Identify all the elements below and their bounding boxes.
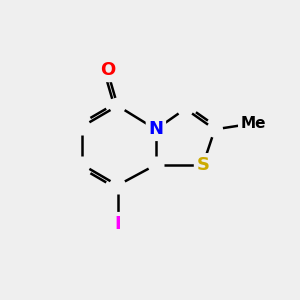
Text: I: I	[114, 214, 121, 232]
Text: N: N	[148, 120, 164, 138]
Text: O: O	[100, 61, 115, 80]
Text: S: S	[196, 156, 209, 174]
Text: Me: Me	[240, 116, 266, 131]
